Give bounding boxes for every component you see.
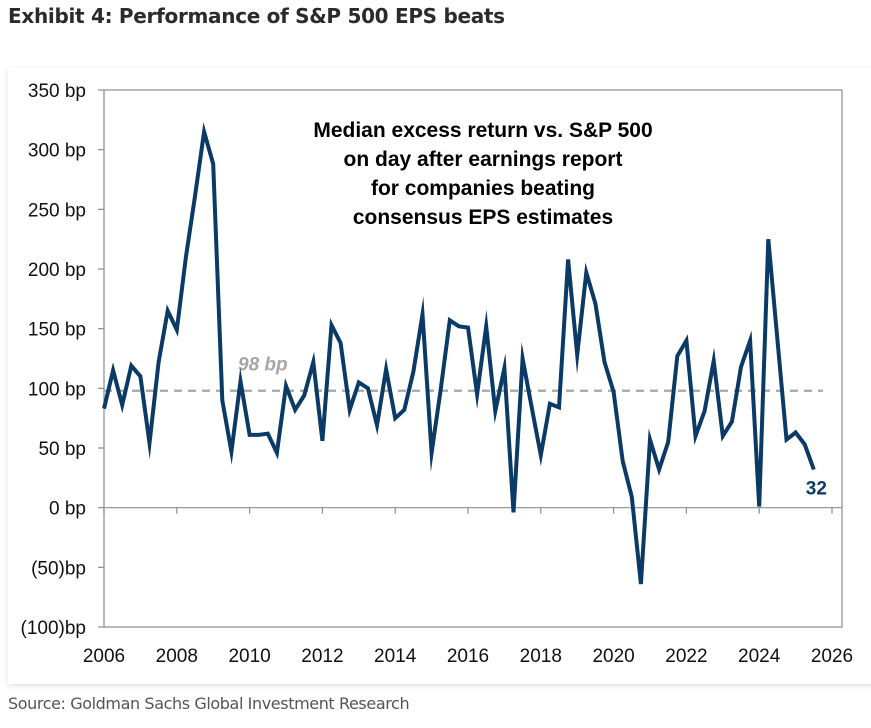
x-tick-label: 2020 — [592, 646, 634, 667]
y-tick-label: 150 bp — [28, 320, 86, 341]
x-tick-label: 2022 — [665, 646, 707, 667]
y-tick-label: 350 bp — [28, 81, 86, 102]
x-tick-label: 2012 — [301, 646, 343, 667]
axes — [103, 89, 843, 628]
annotation-line: consensus EPS estimates — [353, 206, 613, 229]
chart-annotation: Median excess return vs. S&P 500 on day a… — [313, 119, 652, 229]
annotation-line: Median excess return vs. S&P 500 — [313, 119, 652, 142]
y-tick-label: (50)bp — [31, 558, 86, 579]
y-tick-label: 50 bp — [38, 439, 86, 460]
y-tick-label: (100)bp — [21, 618, 87, 639]
plot-frame — [103, 89, 843, 628]
exhibit-title: Exhibit 4: Performance of S&P 500 EPS be… — [8, 4, 505, 28]
y-axis-ticks: 350 bp 300 bp 250 bp 200 bp 150 bp 100 bp 50 b… — [21, 81, 104, 639]
y-tick-label: 0 bp — [49, 499, 86, 520]
x-tick-label: 2008 — [156, 646, 198, 667]
y-tick-label: 300 bp — [28, 141, 86, 162]
y-tick-label: 250 bp — [28, 200, 86, 221]
x-tick-label: 2018 — [520, 646, 562, 667]
data-points — [103, 131, 814, 585]
annotation-line: for companies beating — [371, 177, 595, 200]
average-label: 98 bp — [238, 355, 288, 376]
x-axis-ticks: 2006 2008 2010 2012 2014 2016 2018 2020 2022 2024… — [83, 507, 853, 667]
chart-card — [8, 68, 871, 684]
source-note: Source: Goldman Sachs Global Investment … — [8, 694, 410, 713]
last-value-label: 32 — [806, 478, 827, 499]
y-tick-label: 100 bp — [28, 379, 86, 400]
x-tick-label: 2006 — [83, 646, 125, 667]
x-tick-label: 2016 — [447, 646, 489, 667]
annotation-line: on day after earnings report — [344, 148, 623, 171]
y-tick-label: 200 bp — [28, 260, 86, 281]
x-tick-label: 2010 — [228, 646, 270, 667]
x-tick-label: 2024 — [738, 646, 781, 667]
x-tick-label: 2014 — [374, 646, 417, 667]
x-tick-label: 2026 — [811, 646, 853, 667]
